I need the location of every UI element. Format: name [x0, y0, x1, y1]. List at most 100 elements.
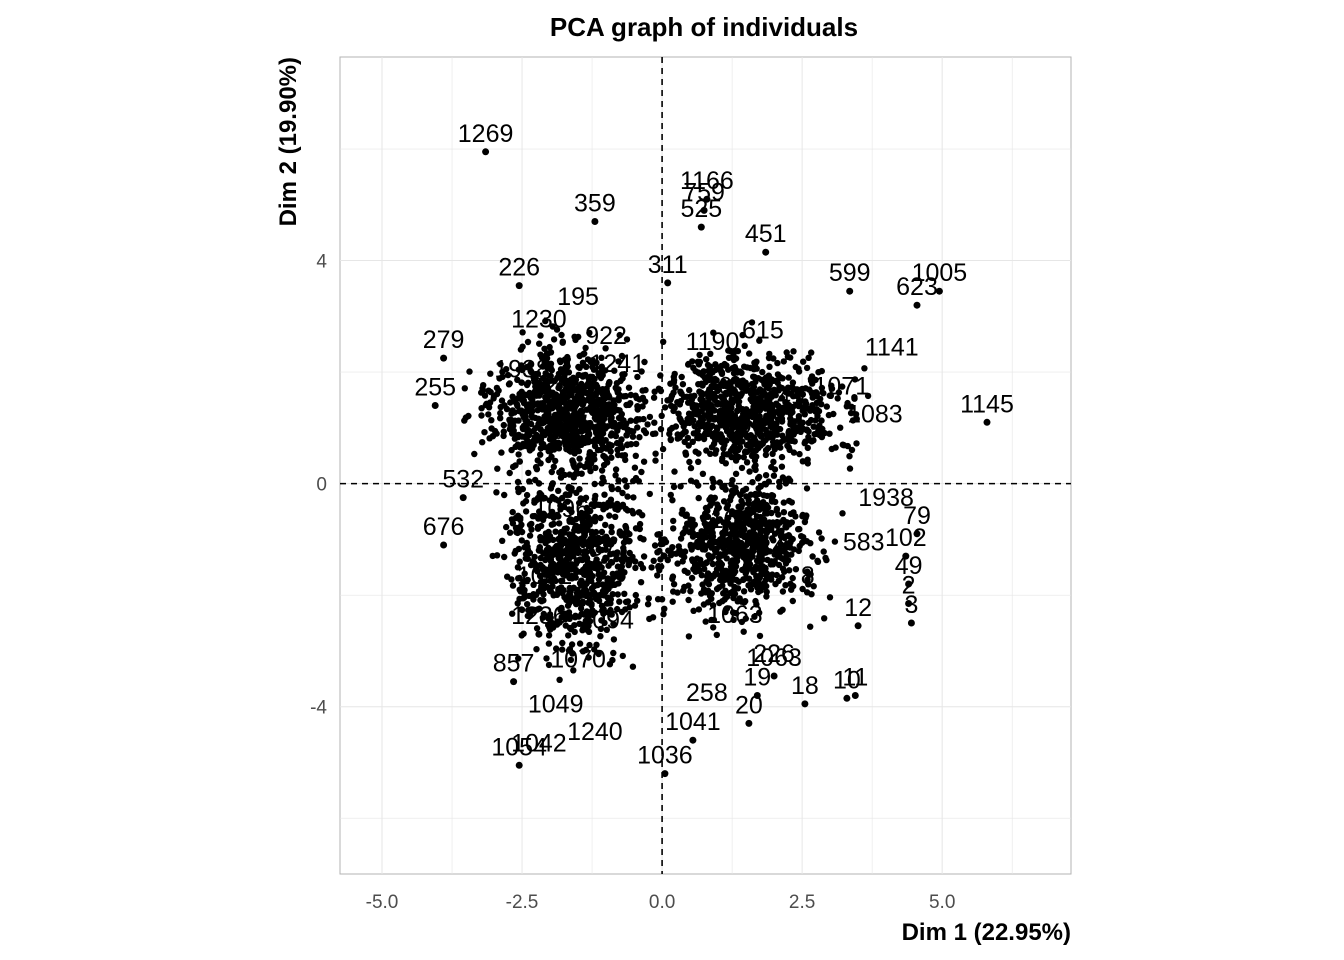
point-label: 583: [552, 417, 594, 445]
data-point: [562, 442, 569, 449]
data-point: [713, 447, 720, 454]
data-point: [762, 565, 769, 572]
data-point: [742, 598, 749, 605]
data-point: [554, 411, 561, 418]
data-point: [738, 527, 745, 534]
data-point: [637, 560, 644, 568]
data-point: [764, 375, 771, 382]
data-point: [674, 560, 681, 567]
data-point: [552, 457, 559, 465]
data-point: [684, 520, 691, 527]
data-point: [551, 394, 558, 401]
data-point: [812, 389, 820, 396]
data-point: [710, 440, 718, 447]
data-point: [510, 678, 518, 686]
data-point: [730, 616, 737, 623]
data-point: [764, 572, 772, 580]
data-point: [510, 430, 517, 437]
data-point: [805, 433, 812, 441]
data-point: [983, 418, 991, 426]
data-point: [716, 516, 723, 523]
data-point: [539, 614, 546, 621]
data-point: [734, 438, 741, 446]
data-point: [682, 451, 690, 458]
data-point: [566, 615, 573, 622]
data-point: [846, 453, 853, 460]
data-point: [708, 527, 715, 534]
data-point: [598, 528, 606, 536]
data-point: [795, 387, 803, 394]
data-point: [766, 363, 773, 370]
data-point: [763, 501, 770, 509]
data-point: [705, 581, 713, 588]
data-point: [548, 417, 556, 424]
data-point: [571, 628, 578, 636]
point-label: 1241: [589, 350, 645, 378]
data-point: [597, 547, 604, 554]
data-point: [583, 439, 591, 446]
data-point: [687, 477, 695, 484]
data-point: [545, 632, 553, 639]
data-point: [740, 520, 747, 527]
data-point: [754, 475, 762, 482]
data-point: [851, 395, 858, 402]
data-point: [535, 547, 543, 554]
data-point: [654, 572, 661, 579]
data-point: [661, 770, 669, 778]
data-point: [770, 458, 777, 465]
data-point: [547, 626, 554, 633]
data-point: [586, 515, 593, 523]
data-point: [739, 543, 746, 550]
data-point: [696, 358, 704, 366]
data-point: [560, 388, 567, 396]
data-point: [717, 422, 725, 429]
data-point: [514, 478, 522, 486]
data-point: [582, 646, 590, 654]
data-point: [544, 427, 552, 434]
data-point: [531, 499, 538, 506]
data-point: [740, 454, 747, 461]
data-point: [497, 360, 504, 368]
data-point: [614, 485, 622, 493]
data-point: [783, 349, 790, 356]
data-point: [648, 564, 655, 571]
data-point: [530, 591, 537, 598]
data-point: [601, 491, 608, 498]
data-point: [557, 506, 564, 513]
data-point: [625, 384, 633, 391]
data-point: [626, 604, 633, 611]
data-point: [524, 338, 532, 346]
data-point: [780, 358, 787, 365]
data-point: [771, 386, 778, 393]
data-point: [509, 407, 516, 414]
data-point: [638, 368, 645, 375]
data-point: [598, 602, 606, 609]
data-point: [769, 420, 776, 427]
data-point: [935, 287, 943, 295]
data-point: [664, 556, 671, 564]
point-label: 1084: [729, 534, 785, 562]
data-point: [835, 389, 843, 396]
data-point: [763, 593, 770, 600]
data-point: [509, 508, 516, 516]
data-point: [640, 458, 648, 465]
data-point: [744, 506, 751, 513]
data-point: [608, 430, 615, 437]
data-point: [497, 409, 504, 417]
point-label: 49: [777, 384, 805, 412]
data-point: [826, 392, 833, 399]
point-label: 1083: [847, 400, 903, 428]
data-point: [700, 206, 708, 214]
data-point: [779, 574, 786, 581]
data-point: [620, 539, 628, 546]
data-point: [818, 384, 826, 392]
data-point: [624, 598, 632, 605]
data-point: [760, 438, 767, 445]
data-point: [697, 423, 704, 430]
data-point: [590, 502, 598, 510]
data-point: [535, 420, 543, 427]
data-point: [555, 445, 563, 452]
data-point: [537, 389, 544, 397]
data-point: [748, 452, 756, 460]
data-point: [600, 461, 608, 469]
